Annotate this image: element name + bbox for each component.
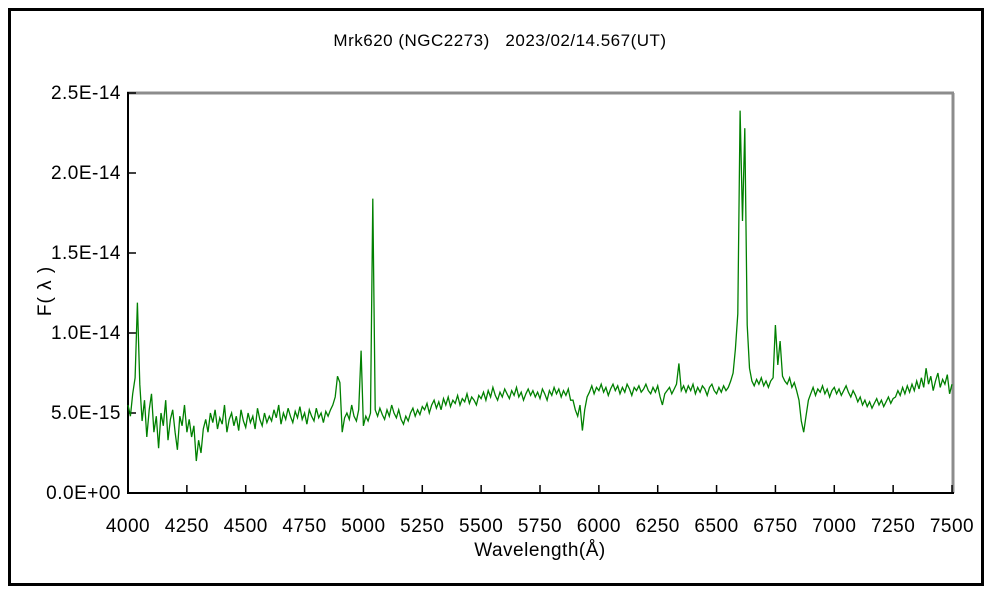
x-tick-label: 6750 — [753, 516, 797, 537]
spectrum-line — [127, 110, 953, 462]
y-tick-label: 1.0E-14 — [51, 323, 121, 344]
x-tick-label: 5750 — [518, 516, 562, 537]
x-tick-label: 5000 — [341, 516, 385, 537]
x-axis-title: Wavelength(Å) — [474, 540, 606, 561]
x-tick-label: 7250 — [871, 516, 915, 537]
chart-title: Mrk620 (NGC2273) 2023/02/14.567(UT) — [333, 31, 667, 50]
y-tick-label: 1.5E-14 — [51, 243, 121, 264]
x-tick-label: 6500 — [694, 516, 738, 537]
y-tick-label: 2.0E-14 — [51, 163, 121, 184]
x-tick-label: 6000 — [577, 516, 621, 537]
x-tick-label: 5500 — [459, 516, 503, 537]
y-tick-label: 5.0E-15 — [51, 403, 121, 424]
x-tick-label: 4000 — [106, 516, 150, 537]
x-tick-label: 4750 — [282, 516, 326, 537]
x-tick-label: 5250 — [400, 516, 444, 537]
x-tick-label: 7500 — [930, 516, 974, 537]
x-tick-label: 4250 — [165, 516, 209, 537]
x-tick-label: 6250 — [636, 516, 680, 537]
y-tick-label: 0.0E+00 — [46, 483, 121, 504]
y-tick-label: 2.5E-14 — [51, 83, 121, 104]
x-tick-label: 4500 — [224, 516, 268, 537]
x-tick-label: 7000 — [812, 516, 856, 537]
